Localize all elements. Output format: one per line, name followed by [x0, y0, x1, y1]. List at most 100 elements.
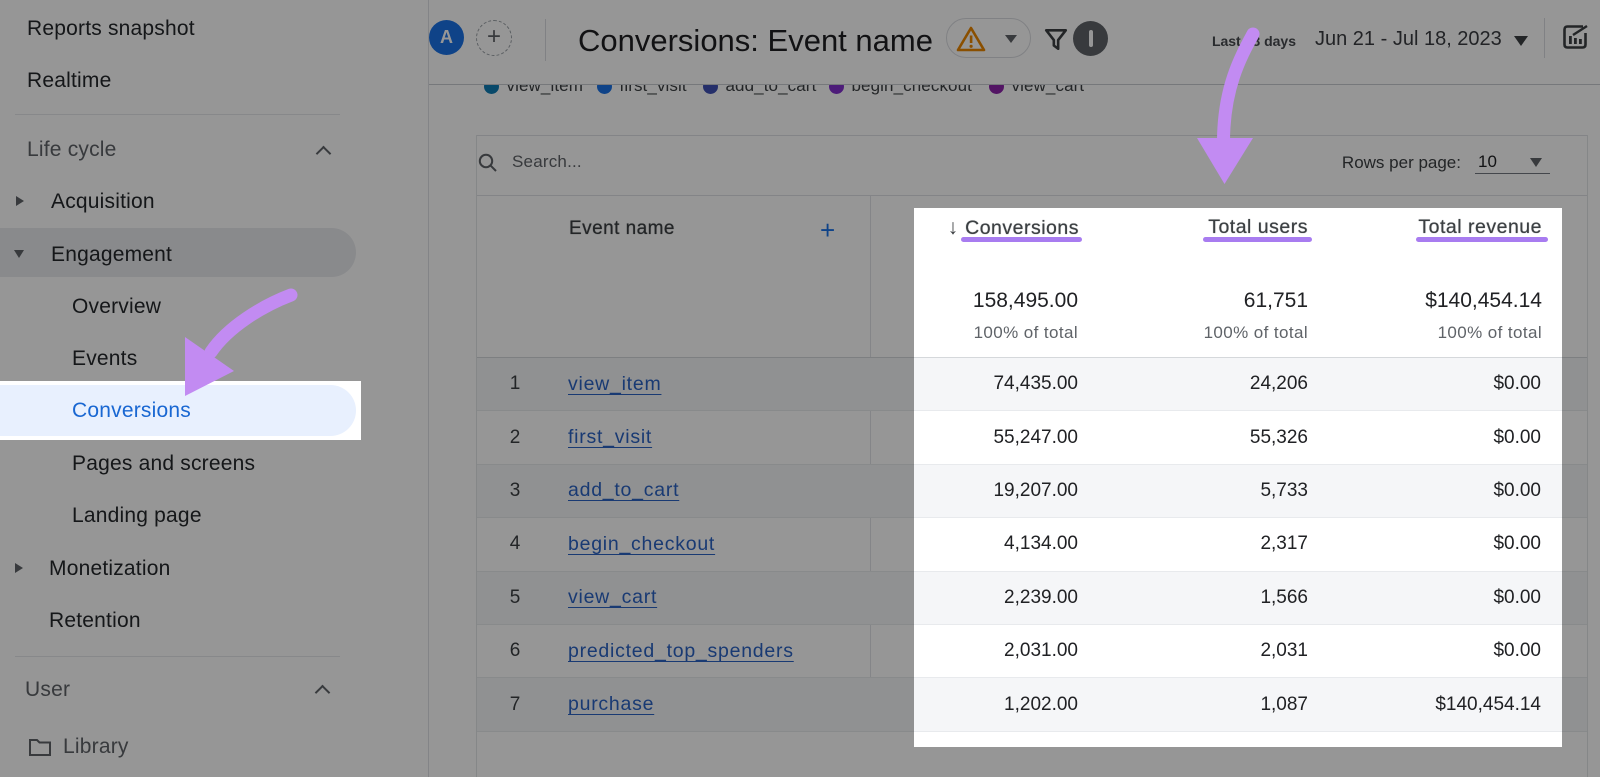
cell-total-users: 2,031 — [1260, 640, 1308, 662]
sidebar-item-conversions[interactable]: Conversions — [72, 399, 191, 422]
table-row-begin_checkout: 4 begin_checkout 4,134.00 2,317 $0.00 — [477, 518, 1587, 572]
add-dimension-button[interactable]: + — [820, 215, 836, 245]
collapse-icon-engagement[interactable] — [14, 250, 24, 258]
table-row-first_visit: 2 first_visit 55,247.00 55,326 $0.00 — [477, 411, 1587, 465]
cell-total-revenue: $0.00 — [1493, 586, 1541, 608]
card-border-right — [1587, 135, 1588, 777]
cell-conversions: 1,202.00 — [1004, 693, 1078, 715]
cell-conversions: 19,207.00 — [993, 479, 1078, 501]
sidebar-item-retention[interactable]: Retention — [49, 609, 141, 632]
insights-avatar[interactable] — [1073, 21, 1108, 56]
collapse-icon-life-cycle[interactable] — [315, 145, 332, 162]
table-row-view_item: 1 view_item 74,435.00 24,206 $0.00 — [477, 358, 1587, 412]
rows-per-page-label: Rows per page: — [1341, 153, 1461, 172]
sidebar-divider — [15, 114, 340, 115]
card-border-left — [476, 135, 477, 777]
sidebar-item-realtime[interactable]: Realtime — [27, 69, 112, 92]
date-range-label: Last 28 days — [1211, 33, 1296, 49]
table-top-border — [477, 195, 1587, 196]
annotation-underline-conversions — [961, 237, 1082, 242]
sidebar-divider-2 — [15, 656, 340, 657]
engagement-active-pill — [0, 228, 356, 277]
cell-total-revenue: $0.00 — [1493, 373, 1541, 395]
sidebar-item-landing-page[interactable]: Landing page — [72, 504, 202, 527]
event-name-link[interactable]: predicted_top_spenders — [568, 639, 794, 662]
event-name-link[interactable]: purchase — [568, 693, 655, 716]
report-nav-sidebar: Reports snapshot Realtime Life cycle Acq… — [0, 0, 429, 777]
row-number: 6 — [509, 640, 521, 662]
insights-icon[interactable] — [1561, 23, 1589, 51]
column-header-total-users[interactable]: Total users — [1208, 216, 1308, 238]
column-header-conversions[interactable]: ↓ Conversions — [948, 216, 1079, 240]
cell-conversions: 74,435.00 — [993, 373, 1078, 395]
table-row-add_to_cart: 3 add_to_cart 19,207.00 5,733 $0.00 — [477, 464, 1587, 519]
event-name-link[interactable]: first_visit — [568, 426, 653, 449]
card-border-top — [476, 135, 1587, 136]
row-number: 5 — [509, 586, 521, 608]
search-icon — [478, 153, 497, 172]
sidebar-section-user[interactable]: User — [25, 678, 71, 701]
table-row-view_cart: 5 view_cart 2,239.00 1,566 $0.00 — [477, 571, 1587, 625]
cell-total-users: 55,326 — [1249, 426, 1308, 448]
row-number: 1 — [509, 373, 521, 395]
cell-total-users: 1,087 — [1260, 693, 1308, 715]
rows-per-page-select[interactable]: 10 — [1478, 152, 1497, 171]
cell-total-revenue: $0.00 — [1493, 426, 1541, 448]
sidebar-item-reports-snapshot[interactable]: Reports snapshot — [27, 17, 195, 40]
event-name-link[interactable]: view_cart — [568, 586, 658, 609]
totals-conversions-sub: 100% of total — [973, 323, 1078, 342]
data-quality-button[interactable] — [946, 18, 1031, 58]
cell-conversions: 2,031.00 — [1004, 640, 1078, 662]
add-comparison-button[interactable]: + — [476, 20, 512, 56]
sidebar-item-engagement[interactable]: Engagement — [51, 243, 173, 266]
column-header-event-name[interactable]: Event name — [569, 218, 675, 239]
sidebar-item-monetization[interactable]: Monetization — [49, 557, 171, 580]
filter-icon[interactable] — [1043, 26, 1069, 52]
row-number: 7 — [509, 693, 521, 715]
sidebar-item-library[interactable]: Library — [63, 735, 129, 758]
collapse-icon-user[interactable] — [314, 684, 331, 701]
event-name-link[interactable]: add_to_cart — [568, 479, 680, 502]
sidebar-section-life-cycle[interactable]: Life cycle — [27, 138, 117, 161]
sort-descending-icon: ↓ — [947, 216, 959, 239]
sidebar-item-overview[interactable]: Overview — [72, 295, 162, 318]
annotation-underline-total-revenue — [1416, 237, 1548, 242]
table-row-predicted_top_spenders: 6 predicted_top_spenders 2,031.00 2,031 $0.0… — [477, 625, 1587, 679]
cell-total-users: 1,566 — [1260, 586, 1308, 608]
rows-per-page-caret-icon[interactable] — [1530, 158, 1542, 167]
sidebar-item-pages-and-screens[interactable]: Pages and screens — [72, 452, 256, 475]
avatar[interactable]: A — [429, 20, 464, 55]
totals-users-sub: 100% of total — [1203, 323, 1308, 342]
cell-total-revenue: $140,454.14 — [1435, 693, 1541, 715]
sidebar-item-events[interactable]: Events — [72, 347, 138, 370]
row-number: 4 — [509, 533, 521, 555]
cell-total-revenue: $0.00 — [1493, 479, 1541, 501]
totals-conversions: 158,495.00 — [972, 289, 1078, 312]
search-input[interactable]: Search... — [512, 152, 582, 171]
event-name-link[interactable]: view_item — [568, 372, 662, 395]
expand-icon-acquisition[interactable] — [16, 196, 24, 206]
event-name-link[interactable]: begin_checkout — [568, 532, 716, 555]
expand-icon-monetization[interactable] — [15, 563, 23, 573]
sidebar-item-acquisition[interactable]: Acquisition — [51, 190, 155, 213]
cell-conversions: 55,247.00 — [993, 426, 1078, 448]
cell-total-revenue: $0.00 — [1493, 533, 1541, 555]
column-label: Conversions — [965, 217, 1079, 239]
folder-icon — [29, 739, 51, 756]
totals-users: 61,751 — [1243, 289, 1308, 312]
totals-revenue: $140,454.14 — [1425, 289, 1542, 312]
cell-total-users: 5,733 — [1260, 479, 1308, 501]
letter-i — [1088, 30, 1093, 47]
cell-total-users: 24,206 — [1249, 373, 1308, 395]
rows-per-page-underline — [1475, 173, 1550, 174]
cell-total-revenue: $0.00 — [1493, 640, 1541, 662]
conversions-selected-pill — [0, 385, 356, 436]
warning-icon — [956, 26, 986, 52]
date-range-value[interactable]: Jun 21 - Jul 18, 2023 — [1315, 28, 1502, 50]
column-header-total-revenue[interactable]: Total revenue — [1418, 216, 1542, 238]
cell-conversions: 2,239.00 — [1004, 586, 1078, 608]
cell-conversions: 4,134.00 — [1004, 533, 1078, 555]
totals-bottom-border — [477, 357, 1587, 358]
table-row-purchase: 7 purchase 1,202.00 1,087 $140,454.14 — [477, 678, 1587, 732]
